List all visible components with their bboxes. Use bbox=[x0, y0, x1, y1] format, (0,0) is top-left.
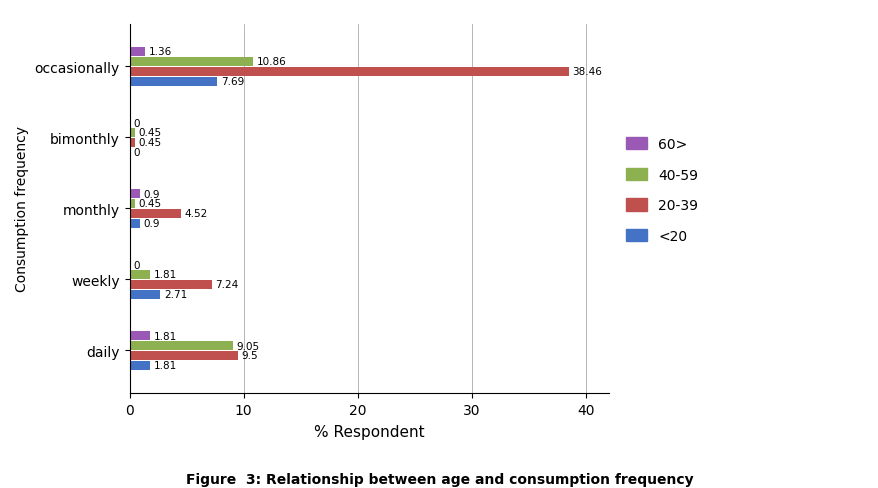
Text: 2.71: 2.71 bbox=[163, 290, 187, 300]
Text: 0.45: 0.45 bbox=[138, 138, 161, 148]
Bar bbox=[129, 219, 140, 228]
Text: 1.81: 1.81 bbox=[154, 361, 176, 371]
Bar bbox=[129, 290, 161, 299]
Text: 9.5: 9.5 bbox=[241, 351, 258, 361]
Text: 4.52: 4.52 bbox=[184, 209, 207, 219]
Bar bbox=[129, 78, 217, 87]
Bar bbox=[129, 200, 134, 209]
Bar bbox=[129, 270, 150, 280]
Bar bbox=[129, 58, 253, 67]
Bar bbox=[129, 341, 233, 350]
Bar bbox=[129, 331, 150, 341]
Bar bbox=[129, 68, 568, 77]
Text: 9.05: 9.05 bbox=[236, 341, 259, 351]
Bar bbox=[129, 189, 140, 199]
Text: 0: 0 bbox=[133, 118, 140, 128]
Text: 0.45: 0.45 bbox=[138, 199, 161, 209]
Text: 0.45: 0.45 bbox=[138, 128, 161, 138]
Text: 10.86: 10.86 bbox=[256, 57, 286, 67]
Bar bbox=[129, 128, 134, 138]
X-axis label: % Respondent: % Respondent bbox=[313, 424, 424, 439]
Text: 7.69: 7.69 bbox=[220, 77, 244, 87]
Text: Figure  3: Relationship between age and consumption frequency: Figure 3: Relationship between age and c… bbox=[185, 472, 693, 486]
Y-axis label: Consumption frequency: Consumption frequency bbox=[15, 126, 29, 292]
Text: 1.36: 1.36 bbox=[148, 47, 171, 58]
Text: 38.46: 38.46 bbox=[572, 67, 601, 77]
Bar bbox=[129, 209, 181, 219]
Bar bbox=[129, 351, 238, 360]
Legend: 60>, 40-59, 20-39, <20: 60>, 40-59, 20-39, <20 bbox=[620, 132, 703, 249]
Bar bbox=[129, 139, 134, 148]
Text: 7.24: 7.24 bbox=[215, 280, 239, 290]
Bar bbox=[129, 361, 150, 370]
Text: 0: 0 bbox=[133, 148, 140, 158]
Text: 0.9: 0.9 bbox=[143, 219, 160, 229]
Text: 1.81: 1.81 bbox=[154, 270, 176, 280]
Text: 0.9: 0.9 bbox=[143, 189, 160, 199]
Text: 1.81: 1.81 bbox=[154, 331, 176, 341]
Text: 0: 0 bbox=[133, 260, 140, 270]
Bar bbox=[129, 280, 212, 289]
Bar bbox=[129, 48, 145, 57]
